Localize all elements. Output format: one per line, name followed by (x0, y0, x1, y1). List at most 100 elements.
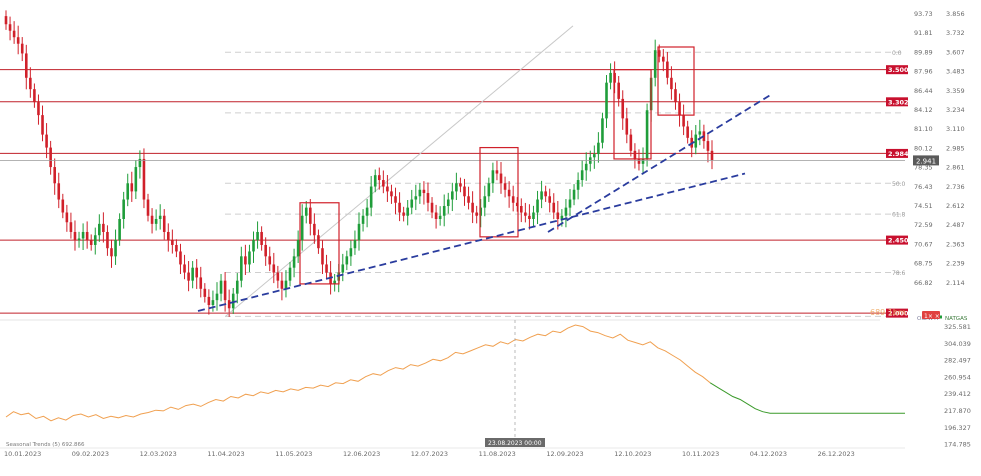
candle-body (422, 189, 426, 194)
level-badge-2.450 (886, 235, 908, 245)
axis-tick-left-9: 76.43 (914, 183, 933, 191)
candle-body (260, 231, 263, 245)
x-tick-5: 12.06.2023 (343, 450, 380, 458)
candle-body (548, 196, 552, 203)
candle-body (451, 191, 454, 200)
candle-body (20, 43, 24, 54)
seasonal-axis-tick-0: 325.581 (944, 323, 971, 331)
x-tick-3: 11.04.2023 (207, 450, 244, 458)
candle-body (629, 134, 633, 151)
candle-body (325, 264, 328, 273)
x-tick-9: 12.10.2023 (614, 450, 651, 458)
candle-body (349, 248, 353, 257)
candle-body (414, 196, 418, 200)
candle-body (438, 215, 442, 219)
candle-body (130, 183, 134, 192)
candle-body (45, 134, 48, 148)
seasonal-axis-tick-3: 260.954 (944, 373, 971, 381)
candle-body (231, 293, 235, 309)
level-badge-2.000 (886, 308, 908, 318)
axis-tick-left-7: 80.12 (914, 144, 933, 152)
close-button-bg[interactable] (922, 311, 940, 319)
candle-body (321, 248, 324, 265)
candle-body (341, 264, 345, 273)
axis-tick-right-8: 2.861 (946, 164, 965, 172)
x-tick-6: 12.07.2023 (411, 450, 448, 458)
candle-body (361, 215, 365, 224)
candle-body (487, 183, 491, 197)
axis-tick-right-13: 2.239 (946, 260, 965, 268)
level-label-2.450: 2.450 (888, 237, 909, 245)
current-price-label: 2.941 (916, 157, 936, 165)
candle-body (536, 199, 539, 213)
candle-body (507, 189, 511, 197)
axis-tick-left-0: 93.73 (914, 10, 933, 18)
axis-tick-right-2: 3.607 (946, 48, 965, 56)
candle-body (49, 147, 52, 168)
candle-body (219, 280, 223, 294)
candle-body (256, 231, 259, 241)
candle-body (601, 118, 604, 143)
candle-body (69, 222, 73, 232)
candle-body (633, 150, 637, 159)
axis-tick-left-6: 81.10 (914, 125, 933, 133)
candle-body (53, 167, 56, 184)
candle-body (122, 199, 125, 219)
candle-body (235, 280, 239, 294)
candle-body (8, 24, 12, 31)
seasonal-series-orange (5, 324, 711, 422)
seasonal-axis-tick-7: 174.785 (944, 441, 971, 449)
axis-tick-right-6: 3.110 (946, 125, 965, 133)
axis-tick-right-3: 3.483 (946, 68, 965, 76)
candle-body (479, 207, 483, 216)
candle-body (373, 175, 377, 187)
axis-tick-right-11: 2.487 (946, 221, 965, 229)
candle-body (491, 170, 495, 184)
seasonal-axis-tick-2: 282.497 (944, 357, 971, 365)
candle-body (499, 173, 503, 184)
candle-body (89, 240, 93, 245)
candle-body (304, 207, 308, 216)
candle-body (686, 126, 689, 138)
candle-body (459, 183, 462, 187)
candle-body (434, 212, 438, 219)
candle-body (406, 207, 409, 216)
pattern-box-3 (613, 69, 652, 160)
current-price-tag (913, 155, 939, 166)
axis-tick-left-8: 78.35 (914, 164, 933, 172)
candle-body (16, 37, 20, 44)
candle-body (584, 163, 588, 171)
axis-tick-left-10: 74.51 (914, 202, 933, 210)
candle-body (288, 267, 292, 281)
fib-label-50.0: 50.0 (892, 181, 906, 188)
candle-body (365, 207, 369, 216)
candle-body (556, 212, 560, 219)
candle-body (264, 244, 267, 257)
candle-body (609, 72, 612, 83)
candle-body (528, 215, 531, 219)
candle-body (540, 191, 543, 200)
candle-body (552, 202, 556, 213)
level-badge-3.500 (886, 65, 908, 75)
candle-body (568, 199, 572, 208)
candle-body (682, 115, 685, 127)
candle-body (390, 191, 393, 197)
candle-body (613, 72, 616, 83)
x-tick-2: 12.03.2023 (140, 450, 177, 458)
candle-body (248, 251, 251, 265)
axis-tick-left-4: 86.44 (914, 87, 933, 95)
extra-label: 689 1bm (870, 308, 906, 317)
axis-tick-right-0: 3.856 (946, 10, 965, 18)
candle-body (394, 196, 397, 203)
candle-body (605, 82, 608, 119)
candle-body (698, 131, 702, 135)
candle-body (564, 207, 568, 216)
candle-body (296, 240, 300, 257)
axis-tick-left-2: 89.89 (914, 48, 933, 56)
candle-body (317, 235, 320, 249)
candle-body (284, 280, 288, 289)
candle-body (670, 77, 673, 90)
diagonal-line (225, 25, 574, 317)
